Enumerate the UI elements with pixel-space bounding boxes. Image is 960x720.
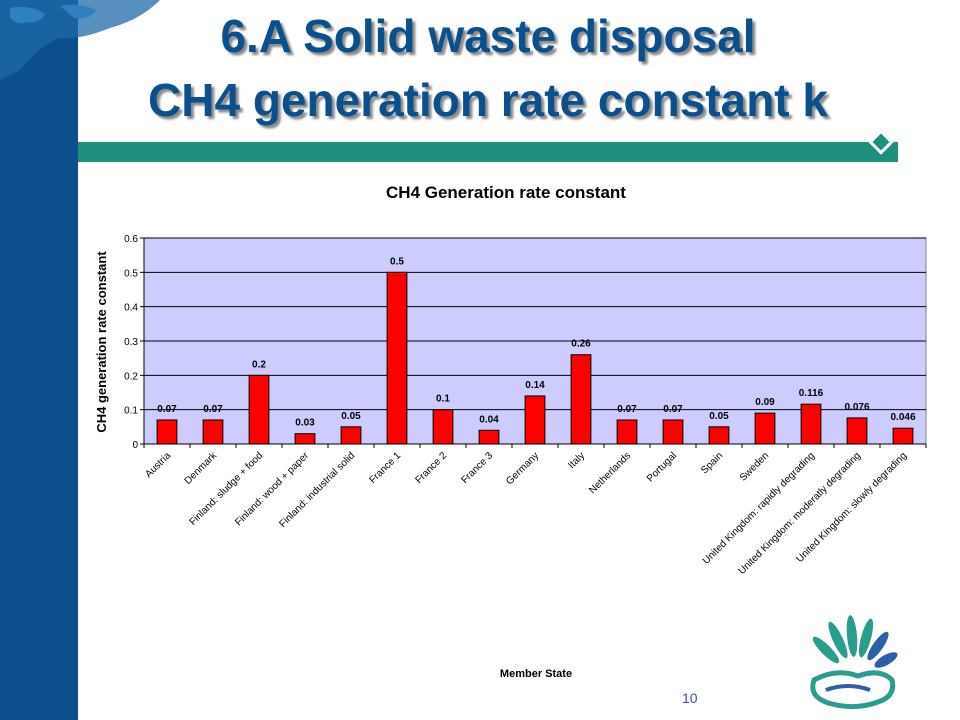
x-tick-label: France 3 (459, 450, 495, 486)
x-axis-label: Member State (500, 668, 572, 680)
plot-area: 0 0.1 0.2 0.3 0.4 0.5 0.6 0.07 Austria 0.07 Denmar… (124, 234, 927, 577)
x-tick-label: France 2 (413, 450, 449, 486)
page-number: 10 (682, 690, 698, 706)
x-tick-label: Germany (504, 450, 541, 487)
x-tick-label: Austria (143, 450, 173, 480)
y-tick-label: 0 (132, 440, 138, 451)
data-label: 0.1 (436, 394, 450, 405)
chart-title: CH4 Generation rate constant (386, 183, 626, 202)
bar (432, 409, 454, 445)
bar (708, 426, 730, 445)
corner-map-decoration (0, 0, 160, 80)
data-label: 0.05 (341, 411, 361, 422)
x-tick-label: Denmark (183, 450, 220, 487)
x-tick-label: France 1 (367, 450, 403, 486)
x-tick-label: Netherlands (587, 450, 633, 496)
data-label: 0.5 (390, 256, 404, 267)
x-tick-label: Italy (566, 450, 587, 471)
data-label: 0.07 (157, 404, 177, 415)
y-tick-label: 0.4 (124, 303, 138, 314)
y-tick-label: 0.5 (124, 268, 138, 279)
slide-title-line-1: 6.A Solid waste disposal (220, 10, 756, 62)
bar (340, 426, 362, 445)
data-label: 0.05 (709, 411, 729, 422)
leaf-fan-logo-icon (810, 615, 898, 710)
header-rule (78, 142, 898, 162)
data-label: 0.076 (844, 402, 869, 413)
data-label: 0.2 (252, 359, 266, 370)
y-tick-label: 0.6 (124, 234, 138, 245)
left-color-band (0, 0, 78, 720)
bar (294, 433, 316, 445)
data-label: 0.07 (203, 404, 223, 415)
data-label: 0.26 (571, 339, 591, 350)
slide-title-line-2: CH4 generation rate constant k (148, 74, 828, 126)
bar (202, 419, 224, 445)
x-tick-label: Sweden (738, 450, 771, 483)
bar (478, 429, 500, 445)
bar (570, 354, 592, 445)
data-label: 0.14 (525, 380, 545, 391)
x-tick-label: Finland: industrial solid (277, 450, 357, 530)
bar (386, 271, 408, 445)
x-tick-label: Spain (699, 450, 725, 476)
bar (248, 374, 270, 445)
data-label: 0.07 (617, 404, 637, 415)
data-label: 0.116 (799, 388, 824, 399)
y-tick-label: 0.3 (124, 337, 138, 348)
data-label: 0.04 (479, 414, 499, 425)
data-label: 0.07 (663, 404, 683, 415)
bar (156, 419, 178, 445)
data-label: 0.09 (755, 397, 775, 408)
x-tick-label: Portugal (645, 450, 679, 484)
bar (662, 419, 684, 445)
bar (616, 419, 638, 445)
data-label: 0.03 (295, 418, 315, 429)
bar (524, 395, 546, 445)
data-label: 0.046 (890, 412, 915, 423)
y-tick-label: 0.2 (124, 371, 138, 382)
bar (846, 417, 868, 445)
bar (754, 412, 776, 445)
bar-chart: CH4 Generation rate constant CH4 generat… (94, 183, 927, 680)
bar (800, 403, 822, 445)
bar (892, 427, 914, 445)
y-axis-label: CH4 generation rate constant (94, 251, 109, 433)
y-tick-label: 0.1 (124, 406, 138, 417)
